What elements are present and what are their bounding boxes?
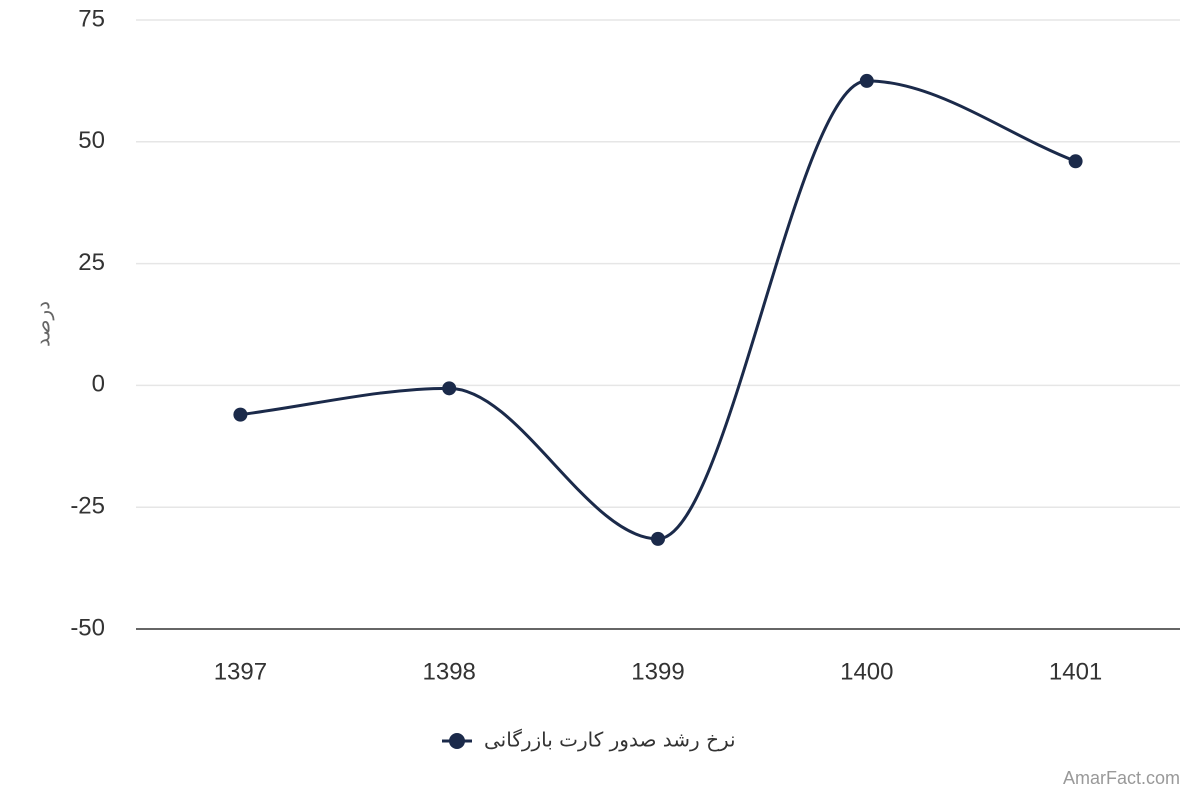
data-point[interactable]: [651, 531, 665, 546]
gridlines: [136, 19, 1180, 630]
series-line: [240, 79, 1077, 541]
legend-marker-icon: [449, 733, 465, 749]
legend-label: نرخ رشد صدور کارت بازرگانی: [484, 728, 736, 752]
y-tick-label: 0: [92, 371, 105, 398]
data-point[interactable]: [1068, 154, 1083, 169]
x-tick-label: 1399: [631, 658, 684, 685]
x-tick-label: 1398: [423, 658, 476, 685]
y-tick-label: -50: [70, 614, 105, 641]
y-tick-label: 75: [78, 5, 105, 32]
y-tick-label: -25: [70, 493, 105, 520]
legend[interactable]: نرخ رشد صدور کارت بازرگانی: [442, 728, 736, 752]
y-axis-label: درصد: [31, 301, 55, 347]
x-axis-tick-labels: 1397 1398 1399 1400 1401: [214, 658, 1103, 685]
x-tick-label: 1401: [1049, 658, 1102, 685]
credit[interactable]: AmarFact.com: [1063, 768, 1180, 788]
data-point[interactable]: [442, 381, 457, 396]
data-point[interactable]: [859, 73, 874, 88]
x-tick-label: 1397: [214, 658, 267, 685]
data-point[interactable]: [233, 407, 248, 422]
y-tick-label: 25: [78, 249, 105, 276]
y-axis-tick-labels: 75 50 25 0 -25 -50: [70, 5, 105, 641]
x-tick-label: 1400: [840, 658, 893, 685]
y-tick-label: 50: [78, 127, 105, 154]
series-layer: [233, 73, 1083, 546]
